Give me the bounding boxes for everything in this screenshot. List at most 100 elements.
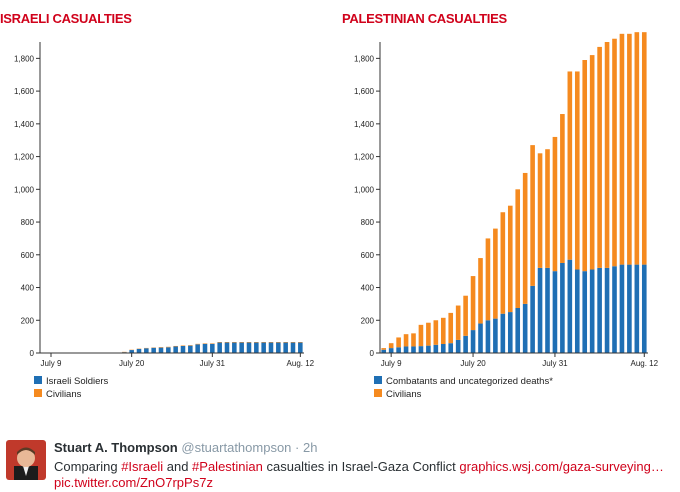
pic-link[interactable]: pic.twitter.com/ZnO7rpPs7z: [54, 475, 213, 490]
bar-orange: [545, 149, 550, 268]
bar-blue: [627, 264, 632, 353]
y-tick-label: 1,000: [354, 185, 375, 194]
bar-orange: [396, 337, 401, 348]
y-tick-label: 600: [361, 251, 375, 260]
bar-orange: [582, 60, 588, 272]
bar-blue: [478, 323, 483, 353]
bar-blue: [418, 346, 424, 353]
legend-label: Combatants and uncategorized deaths*: [386, 376, 553, 387]
bar-blue: [239, 342, 244, 353]
tweet-text: Comparing #Israeli and #Palestinian casu…: [54, 459, 664, 474]
bar-orange: [604, 42, 610, 268]
bar-orange: [418, 324, 424, 347]
bar-orange: [589, 55, 595, 270]
y-tick-label: 200: [21, 316, 35, 325]
bar-blue: [403, 346, 409, 353]
avatar[interactable]: [6, 440, 46, 480]
bar-blue: [173, 346, 178, 353]
article-link[interactable]: graphics.wsj.com/gaza-surveying…: [459, 459, 664, 474]
bar-orange: [507, 205, 513, 313]
tweet-text-part: and: [163, 459, 193, 474]
bar-blue: [254, 342, 259, 353]
tweet-text-part: casualties in Israel-Gaza Conflict: [262, 459, 460, 474]
tweet-text-part: Comparing: [54, 459, 122, 474]
bar-blue: [597, 267, 602, 353]
y-tick-label: 800: [361, 218, 375, 227]
bar-orange: [433, 320, 439, 345]
hashtag-palestinian[interactable]: #Palestinian: [192, 459, 263, 474]
bar-orange: [388, 343, 394, 349]
bar-orange: [612, 38, 617, 267]
bar-blue: [210, 343, 215, 353]
bar-orange: [515, 189, 521, 308]
bar-blue: [381, 349, 387, 353]
bar-blue: [567, 259, 573, 353]
bar-blue: [560, 262, 565, 353]
bar-blue: [426, 345, 431, 353]
x-tick-label: July 20: [119, 359, 145, 368]
bar-orange: [634, 32, 640, 265]
y-tick-label: 400: [361, 284, 375, 293]
bar-orange: [597, 46, 602, 268]
bar-blue: [158, 347, 164, 353]
bar-blue: [612, 266, 617, 353]
bar-blue: [537, 267, 543, 353]
y-tick-label: 1,200: [354, 153, 375, 162]
chart-2: PALESTINIAN CASUALTIES 0 200 400 600 800 1,000…: [342, 11, 659, 400]
bar-orange: [493, 228, 498, 319]
bar-orange: [627, 33, 632, 265]
bar-orange: [567, 71, 573, 260]
bar-orange: [470, 276, 476, 331]
y-tick-label: 200: [361, 316, 375, 325]
tweet-time[interactable]: · 2h: [295, 440, 318, 455]
bar-orange: [522, 172, 528, 304]
author-name[interactable]: Stuart A. Thompson: [54, 440, 178, 455]
bar-orange: [463, 295, 468, 336]
bar-blue: [515, 307, 521, 353]
author-handle[interactable]: @stuartathompson: [181, 440, 292, 455]
y-tick-label: 1,400: [14, 120, 35, 129]
bar-blue: [522, 303, 528, 353]
legend-label: Civilians: [386, 389, 422, 400]
y-tick-label: 1,600: [354, 87, 375, 96]
bar-blue: [290, 342, 296, 353]
bar-blue: [261, 342, 266, 353]
bar-blue: [166, 347, 171, 353]
bar-blue: [217, 342, 222, 353]
legend-swatch: [374, 389, 382, 397]
hashtag-israeli[interactable]: #Israeli: [121, 459, 164, 474]
bar-blue: [455, 339, 461, 353]
bar-orange: [485, 238, 491, 321]
bar-blue: [485, 320, 491, 353]
bar-blue: [574, 269, 580, 353]
x-tick-label: July 9: [41, 359, 62, 368]
y-tick-label: 0: [370, 349, 375, 358]
bar-blue: [151, 347, 156, 353]
bar-blue: [136, 348, 142, 353]
bar-blue: [448, 343, 454, 353]
x-tick-label: July 9: [381, 359, 402, 368]
bar-orange: [448, 312, 454, 344]
bar-orange: [381, 348, 387, 350]
x-tick-label: July 31: [542, 359, 568, 368]
y-tick-label: 400: [21, 284, 35, 293]
bar-blue: [188, 345, 193, 353]
bar-blue: [180, 345, 186, 353]
bar-blue: [641, 264, 647, 353]
bar-blue: [246, 342, 252, 353]
bar-blue: [396, 347, 401, 353]
bar-orange: [426, 322, 431, 346]
legend-label: Civilians: [46, 389, 82, 400]
x-tick-label: July 31: [200, 359, 226, 368]
casualty-charts: ISRAELI CASUALTIES 0 200 400 600 800 1,000 1,20…: [0, 11, 659, 400]
chart-1: ISRAELI CASUALTIES 0 200 400 600 800 1,000 1,20…: [0, 11, 315, 400]
bar-blue: [232, 342, 237, 353]
bar-blue: [634, 264, 640, 353]
bar-orange: [537, 153, 543, 268]
bar-orange: [455, 305, 461, 340]
legend-label: Israeli Soldiers: [46, 376, 109, 387]
bar-orange: [560, 114, 565, 263]
y-tick-label: 600: [21, 251, 35, 260]
bar-blue: [463, 335, 468, 353]
bar-blue: [507, 312, 513, 353]
